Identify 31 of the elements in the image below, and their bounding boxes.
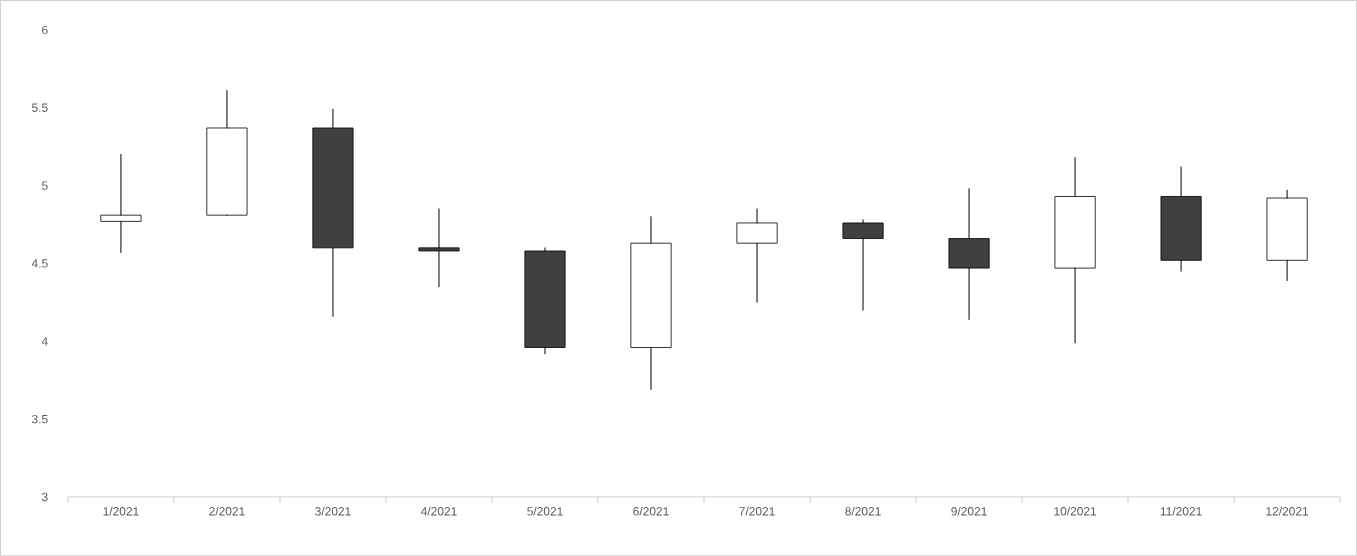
x-tick-label: 5/2021 (527, 506, 563, 516)
x-tick-label: 2/2021 (209, 506, 245, 516)
y-tick-label: 4 (41, 337, 48, 346)
x-tick-label: 1/2021 (103, 506, 139, 516)
x-tick-label: 8/2021 (845, 506, 881, 516)
candlestick (312, 108, 354, 317)
y-tick-label: 5.5 (32, 103, 48, 112)
x-tick-label: 9/2021 (951, 506, 987, 516)
y-tick-label: 6 (42, 25, 48, 35)
candlestick (842, 219, 884, 311)
y-tick-label: 5 (41, 181, 48, 190)
y-tick-label: 3.5 (31, 414, 48, 424)
x-tick-label: 11/2021 (1160, 506, 1202, 516)
candlestick (1054, 157, 1096, 344)
candlestick (1266, 189, 1308, 282)
x-tick-label: 6/2021 (633, 506, 669, 516)
x-tick-label: 12/2021 (1266, 506, 1309, 516)
candlestick (206, 90, 248, 216)
candlestick (948, 188, 990, 321)
candlestick (100, 154, 142, 254)
y-tick-label: 4.5 (31, 259, 48, 268)
candlestick (630, 216, 672, 391)
x-tick-label: 3/2021 (315, 506, 351, 516)
x-tick-label: 4/2021 (420, 506, 457, 516)
y-tick-label: 3 (41, 492, 48, 502)
x-tick-label: 10/2021 (1054, 506, 1097, 516)
candlestick (736, 208, 778, 303)
candlestick (1160, 166, 1202, 272)
candlestick (524, 247, 566, 355)
x-tick-label: 7/2021 (739, 506, 775, 516)
candlestick (418, 208, 460, 288)
